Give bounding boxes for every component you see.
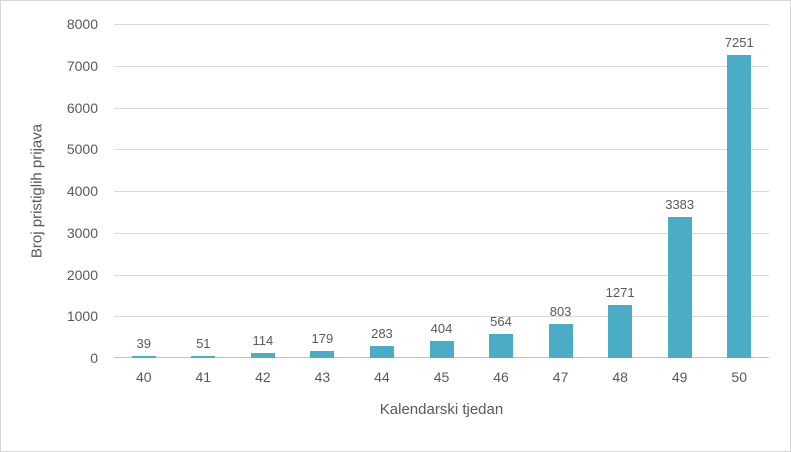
gridline <box>114 107 769 109</box>
gridline <box>114 149 769 151</box>
x-tick-label: 48 <box>612 369 628 385</box>
y-tick-label: 7000 <box>66 57 98 74</box>
y-tick-label: 8000 <box>66 16 98 32</box>
gridline <box>114 232 769 234</box>
x-tick-label: 50 <box>731 369 748 385</box>
y-tick-label: 2000 <box>66 266 98 283</box>
bar-week-46 <box>489 334 514 358</box>
x-tick-label: 49 <box>671 369 688 385</box>
bar-week-43 <box>310 350 335 358</box>
gridline <box>114 24 769 25</box>
data-label: 803 <box>549 304 572 320</box>
bar-week-48 <box>608 304 633 358</box>
bar-week-40 <box>131 356 156 358</box>
x-axis-tick-labels: 40 41 42 43 44 45 46 47 48 49 50 <box>114 369 769 387</box>
x-tick-label: 41 <box>195 369 212 385</box>
data-label: 179 <box>311 330 334 346</box>
x-tick-label: 42 <box>255 369 271 385</box>
gridline <box>114 316 769 318</box>
data-label: 7251 <box>724 35 754 51</box>
gridline <box>114 274 769 276</box>
x-axis-title: Kalendarski tjedan <box>379 401 504 418</box>
y-tick-label: 6000 <box>66 99 98 116</box>
bar-week-44 <box>369 346 394 358</box>
data-label: 1271 <box>605 284 635 300</box>
data-label: 51 <box>196 335 211 351</box>
data-label: 3383 <box>665 196 695 212</box>
x-tick-label: 46 <box>493 369 509 385</box>
y-tick-label: 5000 <box>66 141 98 158</box>
bar-week-49 <box>667 216 692 358</box>
x-tick-label: 44 <box>374 369 390 385</box>
x-tick-label: 45 <box>433 369 450 385</box>
y-tick-label: 0 <box>90 350 98 366</box>
bar-week-41 <box>191 355 216 358</box>
bar-week-50 <box>727 55 752 358</box>
data-label: 564 <box>490 314 512 330</box>
bar-week-42 <box>250 353 275 358</box>
data-label: 39 <box>136 336 151 352</box>
x-tick-label: 40 <box>135 369 152 385</box>
data-label: 283 <box>371 326 393 342</box>
bar-week-47 <box>548 324 573 358</box>
y-tick-label: 3000 <box>66 224 98 241</box>
y-tick-label: 1000 <box>66 308 98 325</box>
plot-area: 39 51 114 179 283 404 564 803 1271 3383 7251 <box>114 24 769 358</box>
y-axis-tick-labels: 0 1000 2000 3000 4000 5000 6000 7000 8000 <box>1 16 106 366</box>
data-label: 404 <box>430 321 453 337</box>
data-label: 114 <box>252 333 274 349</box>
gridline <box>114 65 769 67</box>
y-tick-label: 4000 <box>66 183 98 199</box>
x-tick-label: 43 <box>314 369 331 385</box>
bar-week-45 <box>429 341 454 358</box>
gridline <box>114 191 769 192</box>
x-tick-label: 47 <box>552 369 569 385</box>
